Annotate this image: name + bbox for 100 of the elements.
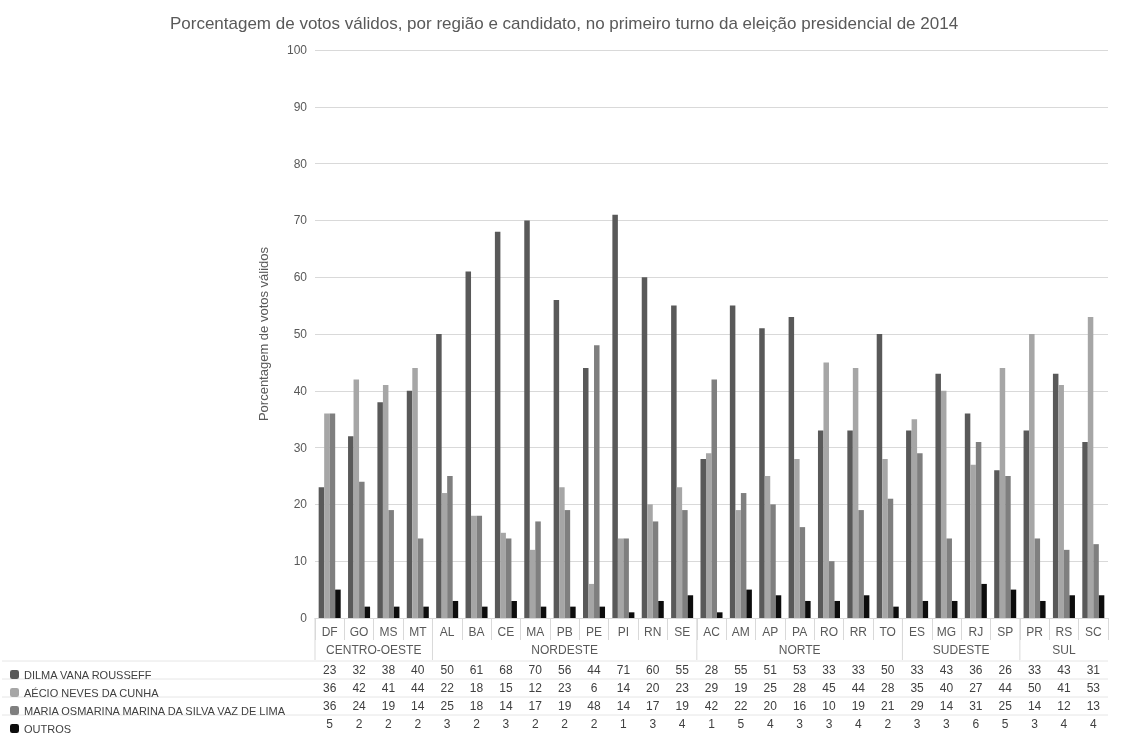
data-label: 50 (1027, 681, 1042, 695)
bar (500, 532, 506, 618)
data-label: 40 (939, 681, 954, 695)
data-label: 36 (323, 681, 337, 695)
legend-label: MARIA OSMARINA MARINA DA SILVA VAZ DE LIMA (24, 704, 286, 717)
data-label: 4 (855, 717, 863, 731)
bar (764, 476, 771, 618)
bar (436, 334, 442, 618)
data-label: 33 (851, 663, 866, 677)
bar (717, 612, 723, 618)
data-label: 16 (792, 699, 807, 713)
bar (570, 606, 576, 618)
x-tick-label: MG (936, 625, 957, 639)
data-label: 17 (646, 699, 660, 713)
bar (735, 510, 741, 618)
bar (970, 464, 976, 618)
data-label: 36 (969, 663, 983, 677)
data-label: 68 (499, 663, 513, 677)
bar (817, 430, 824, 618)
data-label: 33 (822, 663, 836, 677)
x-tick-label: PE (586, 625, 603, 639)
data-label: 26 (998, 663, 1013, 677)
data-label: 20 (763, 699, 778, 713)
text: SUDESTE (932, 643, 990, 657)
bar (1093, 544, 1099, 618)
bar (705, 453, 712, 618)
y-tick-label: 60 (293, 270, 308, 285)
x-tick-label: PI (617, 625, 630, 639)
bar (1087, 316, 1094, 618)
data-label: 51 (763, 663, 778, 677)
x-tick-label: AC (703, 625, 721, 639)
x-tick-label: AP (762, 625, 779, 639)
data-label: 5 (326, 717, 334, 731)
bar (981, 583, 987, 618)
bar (823, 362, 829, 618)
bar (740, 493, 747, 618)
y-tick-label: 50 (293, 327, 308, 341)
y-tick-label: 100 (286, 43, 308, 57)
x-tick-label: MT (409, 625, 428, 639)
bar (447, 476, 453, 618)
data-label: 6 (590, 681, 598, 695)
data-label: 2 (355, 717, 363, 731)
bar (917, 453, 923, 618)
bar (834, 600, 840, 618)
data-label: 3 (443, 717, 451, 731)
bar (852, 368, 859, 618)
y-tick-label: 0 (300, 611, 308, 625)
bar (847, 430, 853, 618)
data-label: 2 (561, 717, 569, 731)
text: NORTE (778, 643, 821, 657)
y-axis-title: Porcentagem de votos válidos (256, 246, 271, 422)
data-label: 2 (531, 717, 539, 731)
data-label: 14 (1027, 699, 1042, 713)
data-label: 40 (411, 663, 425, 677)
data-label: 33 (910, 663, 925, 677)
bar (564, 510, 571, 618)
legend-label: DILMA VANA ROUSSEFF (24, 668, 152, 681)
x-tick-label: AM (731, 625, 750, 639)
data-label: 25 (763, 681, 778, 695)
data-label: 28 (704, 663, 719, 677)
bar (412, 368, 418, 618)
bar (1023, 430, 1030, 618)
bar (511, 600, 517, 618)
data-label: 41 (381, 681, 396, 695)
x-tick-label: PR (1026, 625, 1044, 639)
bar (641, 277, 648, 618)
data-label: 12 (1057, 699, 1071, 713)
data-label: 13 (1086, 699, 1101, 713)
bar (770, 504, 776, 618)
bar (559, 487, 565, 618)
x-tick-label: RO (819, 625, 838, 639)
data-label: 56 (557, 663, 572, 677)
bar (788, 316, 795, 618)
bar (951, 600, 958, 618)
data-label: 33 (1027, 663, 1042, 677)
x-tick-label: SC (1084, 625, 1102, 639)
bar (858, 510, 864, 618)
bar (441, 493, 448, 618)
bar (553, 299, 560, 618)
data-label: 42 (352, 681, 367, 695)
data-label: 14 (616, 699, 631, 713)
data-label: 14 (939, 699, 954, 713)
data-label: 14 (499, 699, 513, 713)
bar (359, 481, 365, 618)
data-label: 28 (792, 681, 807, 695)
data-label: 36 (323, 699, 337, 713)
bar (676, 487, 683, 618)
bar (417, 538, 424, 618)
bar (911, 419, 918, 618)
data-label: 2 (385, 717, 393, 731)
data-label: 2 (884, 717, 892, 731)
bar (887, 498, 894, 618)
data-label: 55 (734, 663, 748, 677)
bar (1063, 549, 1070, 618)
data-label: 71 (616, 663, 631, 677)
bar (671, 305, 677, 618)
bar (922, 600, 929, 618)
chart-title: Porcentagem de votos válidos, por região e candidato, no primeiro turno da eleição presidencial de 2014 (169, 14, 959, 33)
data-label: 23 (323, 663, 337, 677)
data-label: 19 (675, 699, 690, 713)
